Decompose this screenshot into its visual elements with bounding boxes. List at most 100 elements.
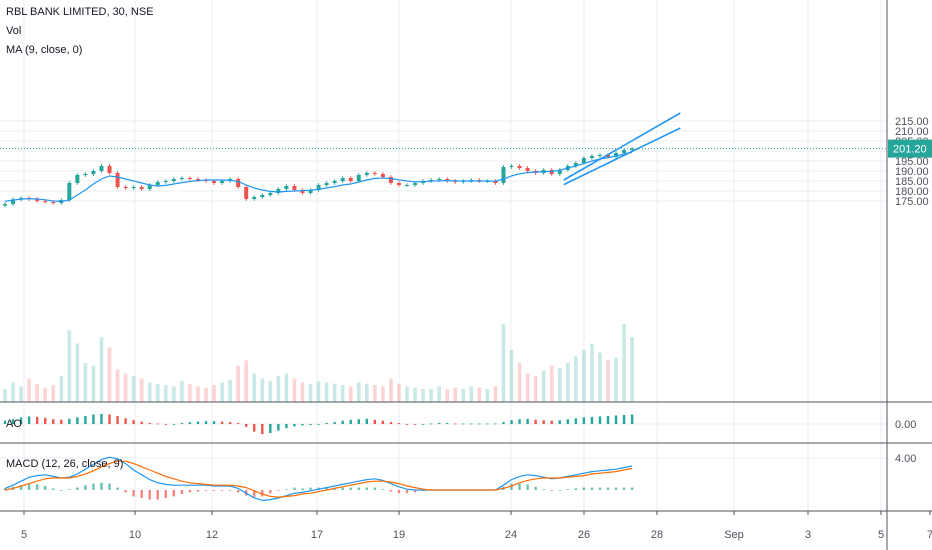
channel-upper-line[interactable] xyxy=(563,112,681,181)
ma-legend[interactable]: MA (9, close, 0) xyxy=(6,44,83,56)
macd-histogram-bar xyxy=(108,483,111,490)
candle-body xyxy=(43,201,48,202)
ao-bar xyxy=(164,424,167,425)
macd-histogram-bar xyxy=(582,487,586,490)
ao-bar xyxy=(582,417,586,424)
macd-histogram-bar xyxy=(148,490,151,500)
ao-bar xyxy=(100,414,103,424)
ao-bar xyxy=(542,420,545,424)
ao-legend[interactable]: AO xyxy=(6,418,22,430)
volume-bar xyxy=(35,383,39,402)
ao-bar xyxy=(19,417,23,424)
volume-bar xyxy=(164,385,168,402)
macd-histogram-bar xyxy=(124,490,127,493)
ao-bar xyxy=(325,423,328,424)
volume-bar xyxy=(172,386,176,402)
ao-bar xyxy=(35,416,39,424)
macd-histogram-bar xyxy=(277,490,280,491)
ao-bar xyxy=(148,423,151,424)
ao-bar xyxy=(470,423,473,425)
price-tick-label: 180.00 xyxy=(895,186,929,198)
ao-bar xyxy=(421,424,425,425)
ao-bar xyxy=(486,423,489,425)
ao-bar xyxy=(44,417,47,424)
ao-bar xyxy=(518,419,521,424)
volume-bar xyxy=(19,386,23,402)
volume-bar xyxy=(115,369,120,402)
macd-legend[interactable]: MACD (12, 26, close, 9) xyxy=(6,458,124,470)
volume-bar xyxy=(43,387,47,402)
ao-bar xyxy=(11,419,15,424)
candle-body xyxy=(195,179,200,180)
volume-bar xyxy=(332,383,337,402)
last-price-tag: 201.20 xyxy=(888,139,932,158)
macd-tick-label: 4.00 xyxy=(895,453,916,465)
macd-histogram-bar xyxy=(188,490,192,493)
macd-histogram-bar xyxy=(518,483,521,490)
volume-bar xyxy=(284,373,289,402)
time-tick-label: 5 xyxy=(21,529,27,541)
symbol-legend[interactable]: RBL BANK LIMITED, 30, NSE xyxy=(6,6,154,18)
ao-bar xyxy=(333,422,336,424)
volume-bar xyxy=(525,373,530,402)
channel-lower-line[interactable] xyxy=(563,127,681,186)
volume-bar xyxy=(413,387,417,402)
volume-bar xyxy=(180,381,184,402)
ao-bar xyxy=(478,423,481,425)
price-candles xyxy=(3,146,635,208)
volume-bar xyxy=(75,343,80,402)
macd-histogram-bar xyxy=(228,490,232,491)
ao-bar xyxy=(437,423,441,424)
ao-bar xyxy=(156,423,159,425)
volume-bar xyxy=(244,360,248,402)
candle-body xyxy=(405,185,409,186)
macd-histogram-bar xyxy=(236,490,240,493)
price-tick-label: 185.00 xyxy=(895,176,929,188)
volume-bar xyxy=(356,382,361,402)
macd-histogram-bar xyxy=(534,486,537,490)
ao-bar xyxy=(204,421,208,424)
candle-body xyxy=(630,148,635,150)
volume-bar xyxy=(3,389,7,402)
volume-bar xyxy=(324,382,329,402)
candle-body xyxy=(380,174,385,177)
ao-bar xyxy=(108,414,111,424)
macd-histogram-bar xyxy=(204,490,208,491)
candle-body xyxy=(597,155,602,156)
ao-bar xyxy=(309,424,312,425)
price-scale[interactable]: 175.00180.00185.00190.00195.00200.00205.… xyxy=(895,116,929,465)
ao-bar xyxy=(494,423,497,425)
candle-body xyxy=(308,190,313,193)
time-tick-label: 12 xyxy=(206,529,218,541)
candle-body xyxy=(139,187,144,189)
candle-body xyxy=(276,189,281,193)
candle-body xyxy=(413,183,418,185)
volume-bar xyxy=(212,385,216,402)
candle-body xyxy=(372,173,377,174)
macd-histogram-bar xyxy=(19,485,23,490)
volume-bar xyxy=(300,382,305,402)
ao-bar xyxy=(357,419,360,424)
macd-histogram-bar xyxy=(44,486,47,490)
volume-bars xyxy=(3,324,634,402)
candle-body xyxy=(284,186,289,189)
volume-legend[interactable]: Vol xyxy=(6,25,22,37)
time-scale[interactable]: 5 10 12 17 19 24 26 28 Sep 3 5 7 xyxy=(21,511,932,541)
volume-bar xyxy=(509,350,514,402)
candle-body xyxy=(236,179,241,187)
time-tick-label: 26 xyxy=(578,529,590,541)
macd-histogram-bar xyxy=(389,490,393,492)
ao-bar xyxy=(293,424,296,427)
macd-histogram-bar xyxy=(35,484,39,490)
macd-histogram-bar xyxy=(542,489,545,490)
candle-body xyxy=(292,186,297,190)
volume-bar xyxy=(614,357,618,402)
volume-bar xyxy=(83,363,88,402)
volume-bar xyxy=(549,365,554,402)
candle-body xyxy=(501,167,506,183)
ao-bar xyxy=(405,424,409,425)
candle-body xyxy=(75,175,80,183)
ao-bar xyxy=(27,416,31,424)
